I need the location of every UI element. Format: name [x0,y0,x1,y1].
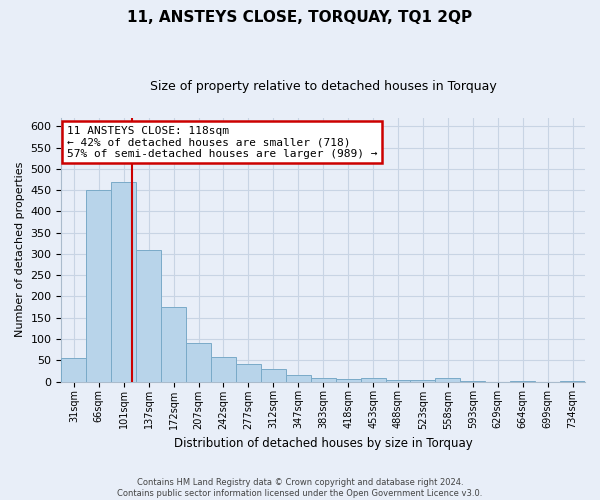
Bar [560,380,585,382]
Bar [436,378,460,382]
Title: Size of property relative to detached houses in Torquay: Size of property relative to detached ho… [150,80,497,93]
Bar [161,307,186,382]
Bar [186,343,211,382]
Bar [86,190,111,382]
Text: 11 ANSTEYS CLOSE: 118sqm
← 42% of detached houses are smaller (718)
57% of semi-: 11 ANSTEYS CLOSE: 118sqm ← 42% of detach… [67,126,377,159]
Bar [286,375,311,382]
Bar [386,380,410,382]
Bar [136,250,161,382]
Bar [335,380,361,382]
Y-axis label: Number of detached properties: Number of detached properties [15,162,25,338]
Bar [111,182,136,382]
Text: 11, ANSTEYS CLOSE, TORQUAY, TQ1 2QP: 11, ANSTEYS CLOSE, TORQUAY, TQ1 2QP [127,10,473,25]
Bar [236,364,261,382]
Bar [361,378,386,382]
Bar [61,358,86,382]
Bar [261,369,286,382]
Bar [211,357,236,382]
Text: Contains HM Land Registry data © Crown copyright and database right 2024.
Contai: Contains HM Land Registry data © Crown c… [118,478,482,498]
Bar [311,378,335,382]
X-axis label: Distribution of detached houses by size in Torquay: Distribution of detached houses by size … [174,437,473,450]
Bar [460,380,485,382]
Bar [410,380,436,382]
